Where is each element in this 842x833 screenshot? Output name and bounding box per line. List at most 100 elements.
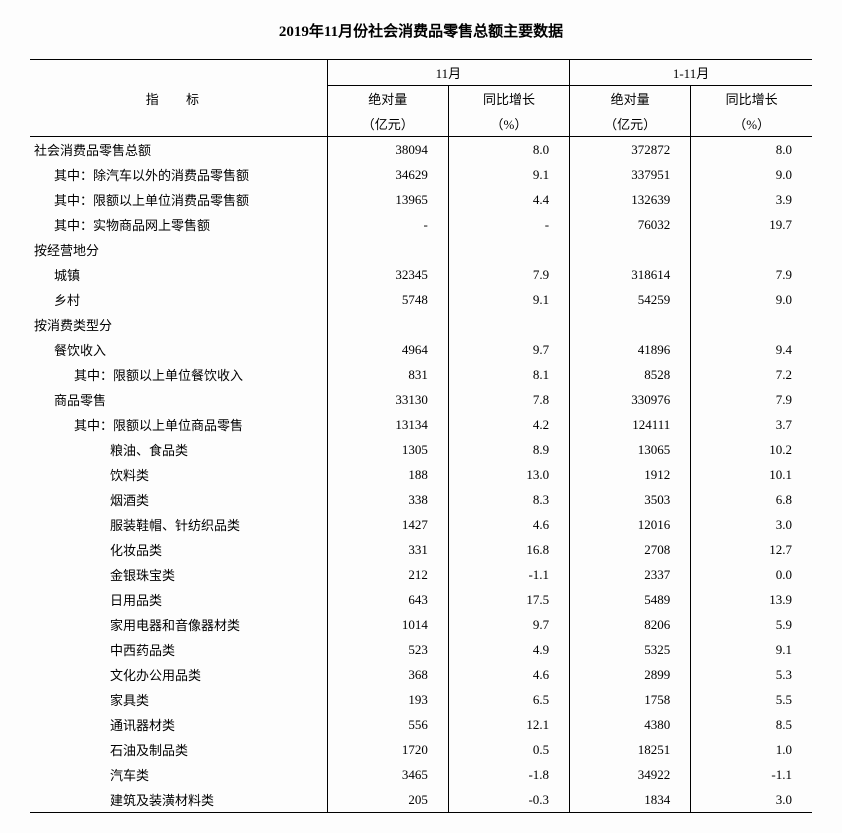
table-row: 家用电器和音像器材类10149.782065.9	[30, 612, 812, 637]
row-value: 330976	[570, 387, 691, 412]
row-value: 1.0	[691, 737, 812, 762]
row-value: 13065	[570, 437, 691, 462]
row-label: 按消费类型分	[30, 312, 327, 337]
table-row: 汽车类3465-1.834922-1.1	[30, 762, 812, 787]
table-row: 其中：限额以上单位消费品零售额139654.41326393.9	[30, 187, 812, 212]
row-value: 4.6	[448, 662, 569, 687]
row-value	[691, 237, 812, 262]
row-value: 3.9	[691, 187, 812, 212]
header-yoy-unit-1: （%）	[448, 111, 569, 137]
row-value: 8206	[570, 612, 691, 637]
row-label: 乡村	[30, 287, 327, 312]
row-value: 13.0	[448, 462, 569, 487]
row-label: 商品零售	[30, 387, 327, 412]
row-value: 1305	[327, 437, 448, 462]
row-value: 8.5	[691, 712, 812, 737]
table-row: 其中：限额以上单位商品零售131344.21241113.7	[30, 412, 812, 437]
row-value: 132639	[570, 187, 691, 212]
row-value: 12016	[570, 512, 691, 537]
row-value: 19.7	[691, 212, 812, 237]
table-row: 其中：除汽车以外的消费品零售额346299.13379519.0	[30, 162, 812, 187]
row-label: 按经营地分	[30, 237, 327, 262]
row-label: 家用电器和音像器材类	[30, 612, 327, 637]
row-label: 烟酒类	[30, 487, 327, 512]
row-value: 4.9	[448, 637, 569, 662]
row-label: 社会消费品零售总额	[30, 137, 327, 163]
row-value: 33130	[327, 387, 448, 412]
header-yoy-2: 同比增长	[691, 86, 812, 112]
table-row: 其中：实物商品网上零售额--7603219.7	[30, 212, 812, 237]
row-value: 2708	[570, 537, 691, 562]
table-row: 粮油、食品类13058.91306510.2	[30, 437, 812, 462]
row-value: 8.3	[448, 487, 569, 512]
row-label: 其中：限额以上单位餐饮收入	[30, 362, 327, 387]
row-value: 8528	[570, 362, 691, 387]
row-value: 831	[327, 362, 448, 387]
row-value: 5.9	[691, 612, 812, 637]
row-value: 643	[327, 587, 448, 612]
row-value: -1.1	[691, 762, 812, 787]
table-row: 乡村57489.1542599.0	[30, 287, 812, 312]
row-value: 188	[327, 462, 448, 487]
row-value: 4.2	[448, 412, 569, 437]
row-value: 6.8	[691, 487, 812, 512]
row-value: 9.4	[691, 337, 812, 362]
row-label: 粮油、食品类	[30, 437, 327, 462]
row-label: 服装鞋帽、针纺织品类	[30, 512, 327, 537]
header-period-jan-nov: 1-11月	[570, 60, 812, 86]
row-value: 7.9	[691, 262, 812, 287]
table-row: 金银珠宝类212-1.123370.0	[30, 562, 812, 587]
row-label: 金银珠宝类	[30, 562, 327, 587]
row-label: 通讯器材类	[30, 712, 327, 737]
row-value: 124111	[570, 412, 691, 437]
row-value: 9.0	[691, 162, 812, 187]
row-value: 368	[327, 662, 448, 687]
row-value: 8.0	[691, 137, 812, 163]
row-value: 8.9	[448, 437, 569, 462]
row-value: 34922	[570, 762, 691, 787]
row-value	[448, 312, 569, 337]
row-label: 家具类	[30, 687, 327, 712]
row-value: 3465	[327, 762, 448, 787]
row-value: 1427	[327, 512, 448, 537]
row-value: 6.5	[448, 687, 569, 712]
table-title: 2019年11月份社会消费品零售总额主要数据	[30, 20, 812, 41]
row-value: 17.5	[448, 587, 569, 612]
row-value: 4380	[570, 712, 691, 737]
table-row: 通讯器材类55612.143808.5	[30, 712, 812, 737]
row-value: 5.3	[691, 662, 812, 687]
row-value: 3.0	[691, 512, 812, 537]
row-value: 338	[327, 487, 448, 512]
row-label: 建筑及装潢材料类	[30, 787, 327, 813]
header-abs-unit-2: （亿元）	[570, 111, 691, 137]
row-value: 9.7	[448, 612, 569, 637]
header-yoy-unit-2: （%）	[691, 111, 812, 137]
row-value	[448, 237, 569, 262]
row-value	[570, 312, 691, 337]
row-value: 7.2	[691, 362, 812, 387]
row-label: 其中：实物商品网上零售额	[30, 212, 327, 237]
table-row: 饮料类18813.0191210.1	[30, 462, 812, 487]
data-table: 指 标 11月 1-11月 绝对量 同比增长 绝对量 同比增长 （亿元） （%）…	[30, 59, 812, 813]
row-value: 76032	[570, 212, 691, 237]
row-label: 日用品类	[30, 587, 327, 612]
row-value: 54259	[570, 287, 691, 312]
row-value: 212	[327, 562, 448, 587]
row-value: -1.1	[448, 562, 569, 587]
table-row: 日用品类64317.5548913.9	[30, 587, 812, 612]
row-label: 石油及制品类	[30, 737, 327, 762]
row-value: 1912	[570, 462, 691, 487]
row-value: 205	[327, 787, 448, 813]
row-label: 汽车类	[30, 762, 327, 787]
row-label: 饮料类	[30, 462, 327, 487]
row-value	[327, 237, 448, 262]
row-value	[570, 237, 691, 262]
header-abs-1: 绝对量	[327, 86, 448, 112]
table-header: 指 标 11月 1-11月 绝对量 同比增长 绝对量 同比增长 （亿元） （%）…	[30, 60, 812, 137]
table-row: 化妆品类33116.8270812.7	[30, 537, 812, 562]
row-value: 10.1	[691, 462, 812, 487]
row-value: 16.8	[448, 537, 569, 562]
row-value: 2899	[570, 662, 691, 687]
table-row: 文化办公用品类3684.628995.3	[30, 662, 812, 687]
table-row: 家具类1936.517585.5	[30, 687, 812, 712]
